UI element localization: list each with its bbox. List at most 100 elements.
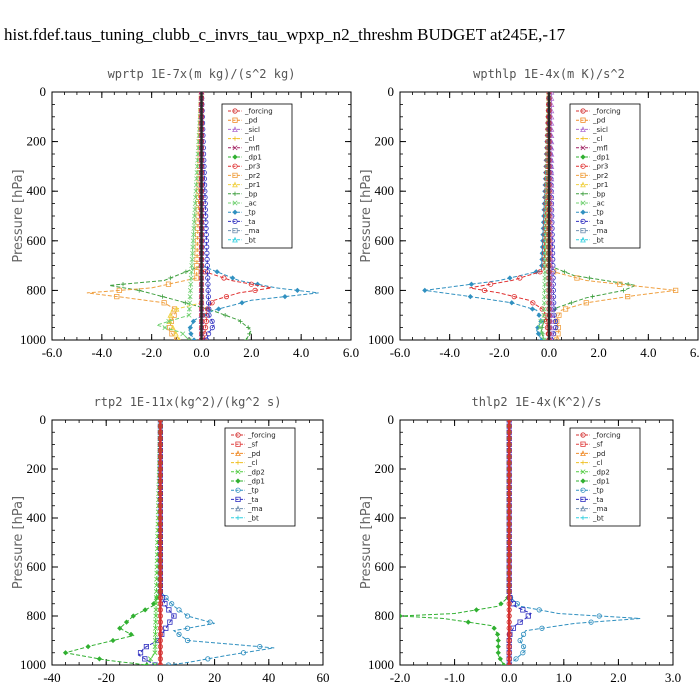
series-marker-ta [203, 238, 210, 244]
series-marker-bp [168, 275, 173, 281]
series-marker-sicl [548, 293, 555, 300]
series-marker-sicl [548, 305, 555, 312]
panel-title: wpthlp 1E-4x(m K)/s^2 [473, 67, 625, 81]
legend-marker [580, 136, 586, 141]
series-line-bp [540, 92, 638, 340]
series-marker-tp [517, 637, 523, 644]
series-marker-sicl [548, 281, 555, 287]
series-marker-sicl [548, 212, 555, 219]
legend: _forcing_sf_pd_cl_dp2 _dp1_tp_ta_ma_bt [569, 427, 641, 527]
budget-panel-4: thlp2 1E-4x(K^2)/s Pressure [hPa] -2.0 -1.0… [359, 395, 681, 685]
legend-marker [580, 191, 586, 196]
series-marker-sicl [548, 231, 555, 238]
series-marker-ac [186, 337, 192, 340]
legend-marker [580, 218, 586, 224]
legend-marker [580, 460, 586, 465]
series-marker-tp [169, 601, 175, 607]
series-marker-dp2 [152, 638, 158, 643]
y-tick-label: 600 [375, 233, 395, 248]
x-tick-label: -6.0 [42, 345, 63, 360]
legend-entry-tp: _tp [247, 487, 259, 495]
legend-marker [232, 126, 238, 132]
series-marker-ac [190, 244, 196, 250]
x-tick-label: 40 [262, 670, 275, 685]
legend-marker [580, 515, 586, 520]
legend-marker [235, 469, 241, 475]
series-marker-ta [206, 306, 212, 312]
series-marker-tp [520, 631, 527, 637]
series-marker-tp [536, 607, 542, 613]
series-marker-tp [520, 650, 526, 656]
legend-entry-cl: _cl [247, 459, 257, 467]
legend-marker [580, 108, 586, 114]
series-marker-sicl [548, 312, 555, 318]
series-marker-ta [205, 287, 211, 293]
series-marker-ta [202, 207, 209, 213]
legend-marker [580, 209, 586, 215]
series-marker-dp1 [495, 637, 501, 644]
series-marker-pr3 [481, 287, 488, 293]
plot-area [400, 420, 641, 665]
series-marker-sicl [548, 299, 555, 306]
series-marker-dp1 [473, 607, 480, 613]
series-marker-sicl [548, 243, 555, 250]
series-marker-dp2 [152, 650, 158, 656]
series-marker-sicl [548, 132, 555, 138]
series-marker-pr3 [541, 262, 547, 269]
legend-entry-pr3: _pr3 [592, 163, 608, 171]
series-marker-pr2 [583, 300, 589, 306]
x-tick-label: -1.0 [444, 670, 465, 685]
legend-entry-sf: _sf [247, 441, 258, 449]
series-marker-tp [529, 306, 536, 312]
series-marker-bp [541, 337, 547, 340]
series-marker-ta [205, 331, 212, 337]
series-marker-ac [542, 275, 548, 281]
series-marker-tp [422, 287, 428, 294]
series-marker-ac [188, 275, 194, 281]
legend-entry-forcing: _forcing [247, 432, 276, 440]
legend-entry-bt: _bt [244, 236, 256, 244]
series-marker-dp2 [152, 662, 158, 665]
series-marker-dp1 [465, 619, 471, 625]
legend-marker [232, 108, 238, 114]
legend-entry-forcing: _forcing [244, 108, 273, 116]
series-marker-pr2 [116, 287, 122, 294]
series-marker-dp2 [153, 619, 159, 625]
legend-marker [580, 478, 586, 484]
series-marker-ta [205, 281, 211, 287]
series-line-ta [201, 92, 215, 340]
series-marker-ac [191, 219, 197, 225]
series-marker-sicl [548, 256, 555, 262]
series-marker-ta [142, 656, 148, 662]
y-tick-label: 0 [388, 84, 395, 99]
series-line-pr3 [201, 92, 272, 340]
legend-entry-dp1: _dp1 [244, 154, 262, 162]
series-line-tp [508, 420, 641, 665]
series-line-pr3 [469, 92, 550, 340]
series-marker-ac [189, 256, 195, 262]
legend-entry-pd: _pd [247, 450, 260, 458]
legend-marker [580, 505, 586, 512]
series-marker-sicl [548, 274, 555, 281]
x-tick-label: 0.0 [193, 345, 209, 360]
legend-marker [235, 505, 241, 512]
legend-entry-cl: _cl [244, 135, 254, 143]
series-marker-tp [216, 306, 222, 312]
series-marker-dp1 [117, 625, 123, 631]
series-marker-sicl [548, 324, 555, 331]
y-tick-label: 600 [375, 559, 395, 574]
legend-entry-ta: _ta [247, 496, 259, 504]
series-marker-dp1 [501, 662, 507, 665]
series-marker-sicl [548, 318, 555, 324]
series-marker-dp1 [96, 656, 103, 662]
y-tick-label: 200 [375, 461, 395, 476]
series-marker-dp2 [152, 644, 158, 650]
legend-marker [580, 227, 586, 234]
legend-marker [235, 450, 241, 456]
series-marker-dp1 [491, 625, 497, 631]
series-marker-pr3 [517, 275, 523, 281]
legend-marker [235, 496, 241, 503]
legend-marker [580, 236, 586, 243]
series-marker-sicl [548, 107, 555, 114]
x-tick-label: -20 [98, 670, 115, 685]
